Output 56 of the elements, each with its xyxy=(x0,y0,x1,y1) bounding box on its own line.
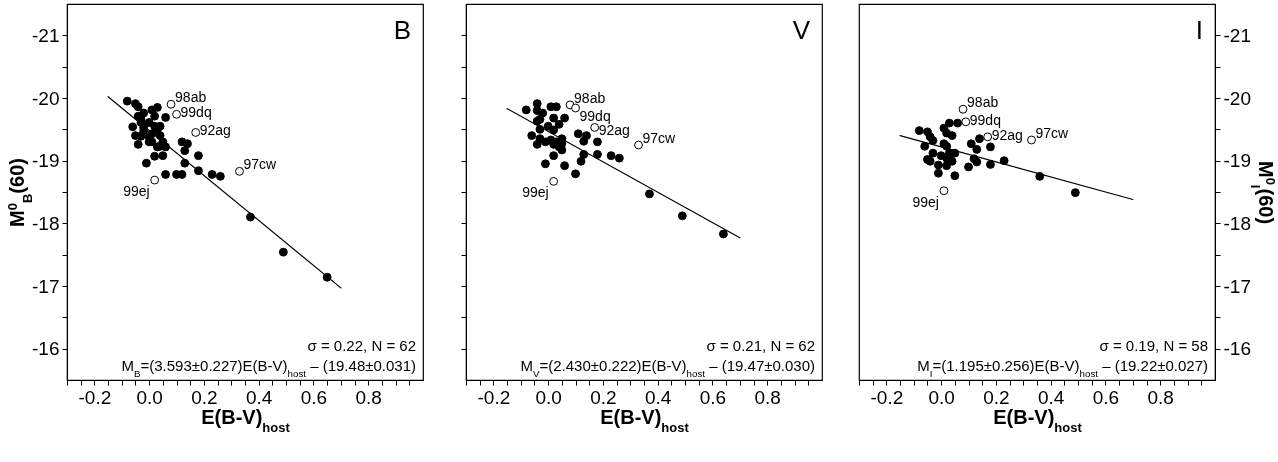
x-tick-label: 0.2 xyxy=(191,386,218,408)
annotation: σ = 0.22, N = 62 xyxy=(307,337,416,354)
y-tick-label: -19 xyxy=(32,150,60,172)
x-tick-label: -0.2 xyxy=(477,386,511,408)
annotation: 99dq xyxy=(969,111,1001,128)
x-tick-label: 0.4 xyxy=(644,386,672,408)
x-tick-label: 0.8 xyxy=(355,386,382,408)
annotation: 99dq xyxy=(180,104,212,121)
chart-title: V xyxy=(792,15,811,45)
x-tick-label: 0.0 xyxy=(136,386,163,408)
y-tick-label: -16 xyxy=(1223,338,1251,360)
y-tick-label: -16 xyxy=(32,338,60,360)
x-tick-label: 0.4 xyxy=(1037,386,1065,408)
annotation: 98ab xyxy=(574,89,606,106)
annotation: 99ej xyxy=(912,193,939,210)
annotation: 97cw xyxy=(642,130,677,146)
y-tick-label: -17 xyxy=(1223,275,1251,297)
x-tick-label: -0.2 xyxy=(78,386,112,408)
y-tick-label: -20 xyxy=(1223,87,1251,109)
annotation: M$_{V}$=(2.430±0.222)E(B-V)$_{host}$ – (19.47±0.030) xyxy=(520,357,815,379)
annotation: σ = 0.19, N = 58 xyxy=(1099,337,1208,354)
y-tick-label: -20 xyxy=(32,87,60,109)
x-tick-label: 0.2 xyxy=(983,386,1010,408)
x-axis-title: E(B-V)$_{host}$ xyxy=(201,405,291,434)
y-tick-label: -21 xyxy=(32,24,60,46)
x-tick-label: 0.8 xyxy=(1147,386,1174,408)
annotation: 97cw xyxy=(1035,124,1070,141)
annotation: M$_{I}$=(1.195±0.256)E(B-V)$_{host}$ – (19.22±0.027) xyxy=(917,357,1208,379)
x-axis-title: E(B-V)$_{host}$ xyxy=(993,405,1083,434)
x-tick-label: 0.2 xyxy=(590,386,617,408)
annotation: M$_{B}$=(3.593±0.227)E(B-V)$_{host}$ – (19.48±0.031) xyxy=(121,357,416,379)
y-tick-label: -18 xyxy=(1223,212,1251,234)
annotation: 99dq xyxy=(579,108,611,125)
x-tick-label: 0.6 xyxy=(699,386,727,408)
x-tick-label: 0.6 xyxy=(1092,386,1120,408)
chart-title: I xyxy=(1195,15,1203,45)
y-tick-label: -19 xyxy=(1223,150,1251,172)
y-tick-label: -17 xyxy=(32,275,60,297)
x-tick-label: 0.0 xyxy=(928,386,955,408)
annotation: 98ab xyxy=(967,94,999,111)
x-tick-label: 0.8 xyxy=(754,386,781,408)
x-tick-label: -0.2 xyxy=(870,386,904,408)
annotation: σ = 0.21, N = 62 xyxy=(706,337,815,354)
y-tick-label: -21 xyxy=(1223,24,1251,46)
annotation: 92ag xyxy=(991,126,1023,143)
x-tick-label: 0.4 xyxy=(245,386,273,408)
annotation: 98ab xyxy=(175,89,207,106)
y-tick-label: -18 xyxy=(32,212,60,234)
x-tick-label: 0.0 xyxy=(535,386,562,408)
annotation: 97cw xyxy=(243,156,278,173)
annotation: 92ag xyxy=(199,122,231,139)
x-axis-title: E(B-V)$_{host}$ xyxy=(600,405,690,434)
annotation: 99ej xyxy=(123,183,150,200)
annotation: 99ej xyxy=(522,184,549,201)
chart-title: B xyxy=(393,15,411,45)
x-tick-label: 0.6 xyxy=(300,386,328,408)
